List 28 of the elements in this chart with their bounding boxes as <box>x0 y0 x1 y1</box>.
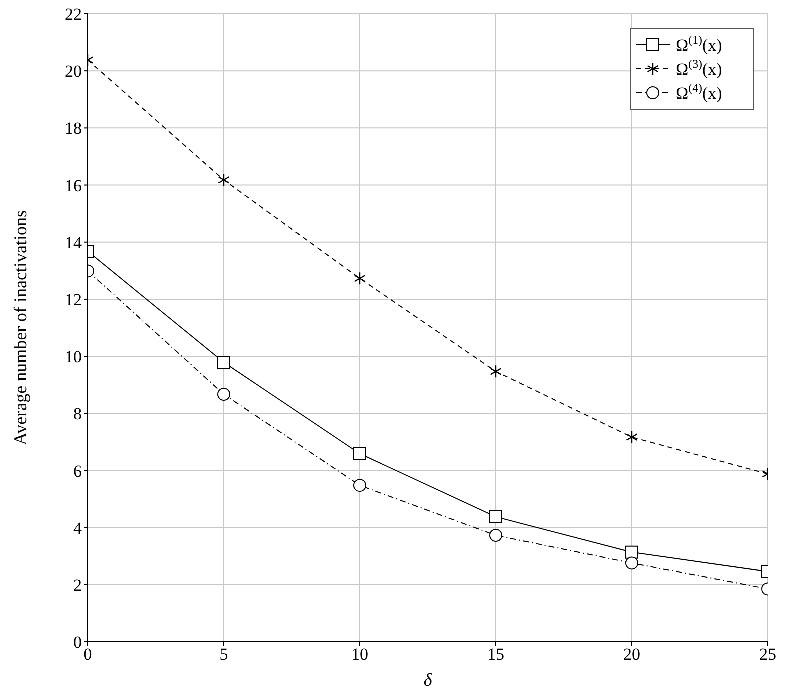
x-tick-label: 20 <box>624 645 640 664</box>
y-tick-label: 2 <box>74 576 82 595</box>
y-tick-label: 0 <box>74 633 82 652</box>
legend-label: Ω$^{(4)}$(x) <box>676 81 722 103</box>
y-tick-label: 20 <box>65 62 82 82</box>
y-tick-label: 8 <box>74 404 82 424</box>
y-tick-label: 22 <box>65 5 82 24</box>
x-tick-label: 15 <box>488 645 504 664</box>
x-axis-title: δ <box>424 670 433 690</box>
x-tick-label: 10 <box>352 645 368 664</box>
point <box>490 365 502 378</box>
x-tick-label: 5 <box>220 645 228 664</box>
point <box>354 447 366 460</box>
y-tick-label: 10 <box>65 348 82 367</box>
y-tick-label: 16 <box>65 176 82 196</box>
point <box>354 272 366 286</box>
y-tick-label: 12 <box>65 290 82 310</box>
y-axis-title: Average number of inactivations <box>10 210 30 446</box>
point <box>490 510 502 524</box>
legend-label: Ω$^{(3)}$(x) <box>676 57 722 79</box>
y-tick-label: 6 <box>74 462 82 481</box>
legend-label: Ω$^{(1)}$(x) <box>676 33 722 55</box>
y-tick-label: 4 <box>74 518 82 538</box>
y-tick-label: 14 <box>65 233 82 252</box>
point <box>354 479 366 492</box>
point <box>490 529 502 542</box>
x-tick-label: 25 <box>760 645 776 664</box>
y-tick-label: 18 <box>65 119 82 138</box>
